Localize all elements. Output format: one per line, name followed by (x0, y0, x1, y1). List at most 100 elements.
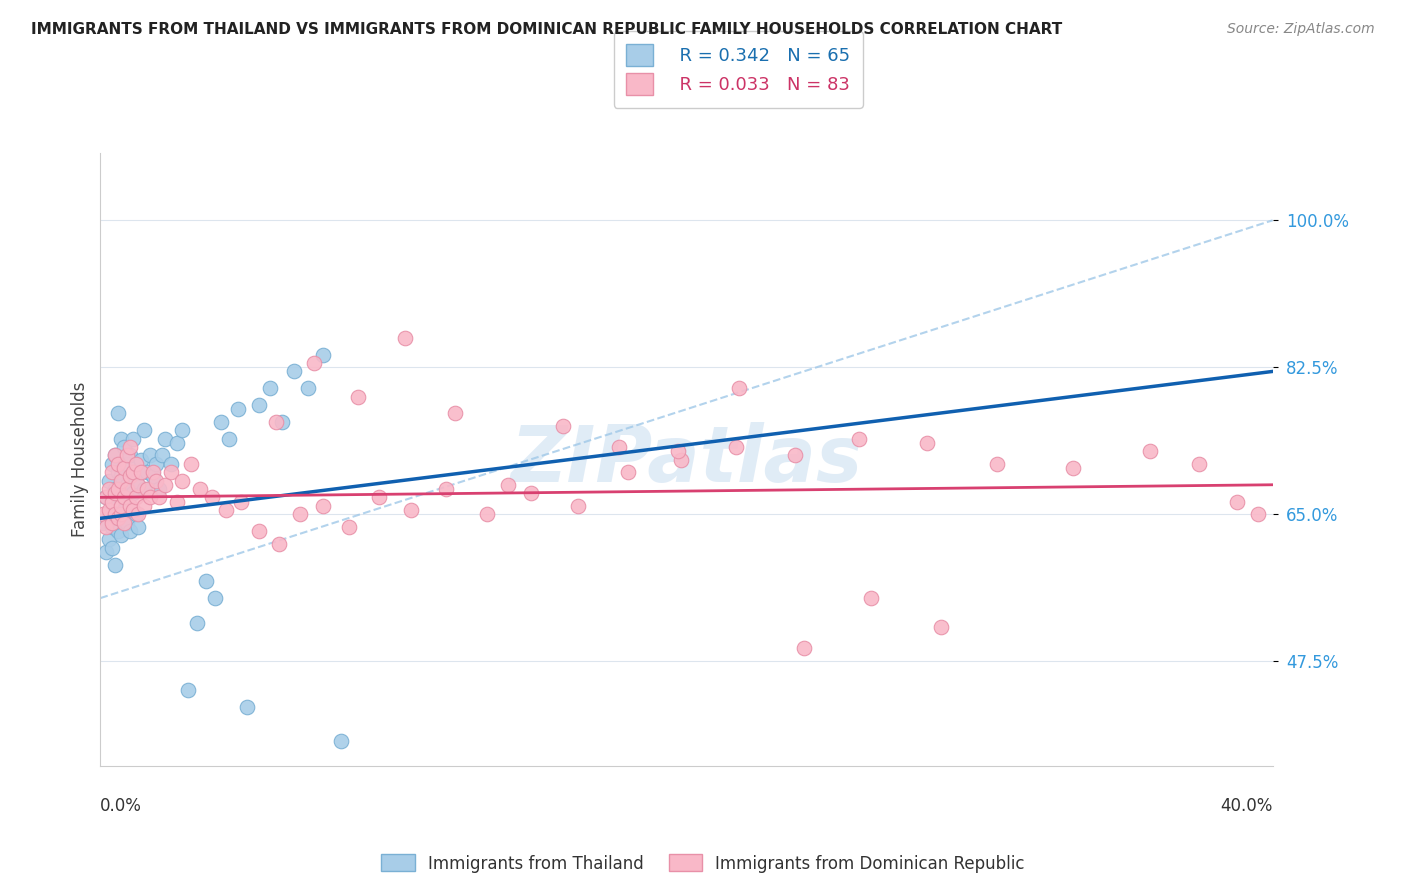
Point (725, 440, 748, 454)
Point (107, 482, 129, 496)
Point (329, 734, 352, 748)
Point (145, 457, 167, 471)
Point (104, 482, 127, 496)
Point (96, 520, 118, 534)
Point (247, 398, 270, 412)
Point (98, 474, 121, 488)
Point (312, 348, 335, 362)
Point (269, 536, 291, 550)
Point (112, 461, 135, 475)
Point (159, 465, 181, 479)
Point (134, 482, 156, 496)
Point (110, 499, 132, 513)
Point (347, 390, 370, 404)
Point (520, 486, 543, 500)
Point (110, 432, 132, 446)
Point (669, 452, 692, 467)
Point (131, 465, 153, 479)
Point (153, 477, 176, 491)
Point (131, 452, 153, 467)
Point (124, 474, 146, 488)
Point (104, 449, 127, 463)
Point (496, 477, 519, 491)
Point (1188, 457, 1211, 471)
Point (96, 491, 118, 505)
Point (121, 503, 143, 517)
Point (236, 700, 259, 714)
Point (136, 465, 159, 479)
Point (107, 406, 129, 420)
Point (204, 591, 226, 606)
Point (142, 465, 165, 479)
Point (124, 507, 146, 521)
Point (139, 449, 162, 463)
Point (986, 457, 1008, 471)
Point (98, 503, 121, 517)
Point (112, 503, 135, 517)
Point (617, 465, 640, 479)
Point (101, 541, 124, 555)
Point (134, 423, 156, 437)
Point (931, 620, 953, 634)
Point (104, 507, 127, 521)
Point (915, 435, 938, 450)
Point (194, 574, 217, 589)
Point (150, 449, 173, 463)
Point (110, 469, 132, 483)
Point (172, 423, 194, 437)
Point (118, 499, 141, 513)
Point (142, 469, 165, 483)
Text: 0.0%: 0.0% (100, 797, 142, 814)
Point (247, 524, 270, 538)
Legend: Immigrants from Thailand, Immigrants from Dominican Republic: Immigrants from Thailand, Immigrants fro… (374, 847, 1032, 880)
Point (1247, 507, 1270, 521)
Legend:   R = 0.342   N = 65,   R = 0.033   N = 83: R = 0.342 N = 65, R = 0.033 N = 83 (613, 31, 862, 108)
Point (553, 419, 575, 434)
Point (104, 449, 127, 463)
Point (118, 524, 141, 538)
Point (209, 415, 232, 429)
Point (107, 507, 129, 521)
Point (107, 457, 129, 471)
Point (148, 491, 170, 505)
Point (283, 364, 305, 378)
Point (115, 482, 138, 496)
Point (104, 516, 127, 530)
Text: IMMIGRANTS FROM THAILAND VS IMMIGRANTS FROM DOMINICAN REPUBLIC FAMILY HOUSEHOLDS: IMMIGRANTS FROM THAILAND VS IMMIGRANTS F… (31, 22, 1062, 37)
Point (201, 491, 224, 505)
Point (444, 406, 467, 420)
Point (159, 457, 181, 471)
Point (101, 457, 124, 471)
Point (477, 507, 499, 521)
Point (107, 511, 129, 525)
Point (434, 482, 457, 496)
Point (172, 474, 194, 488)
Point (259, 381, 281, 395)
Point (218, 432, 240, 446)
Point (860, 591, 883, 606)
Point (793, 641, 815, 656)
Point (127, 465, 149, 479)
Point (96, 491, 118, 505)
Point (101, 465, 124, 479)
Point (110, 507, 132, 521)
Point (728, 381, 751, 395)
Point (297, 381, 319, 395)
Point (127, 520, 149, 534)
Point (115, 477, 138, 491)
Point (118, 449, 141, 463)
Point (783, 449, 806, 463)
Point (115, 457, 138, 471)
Point (112, 491, 135, 505)
Point (115, 516, 138, 530)
Point (177, 683, 200, 698)
Point (112, 491, 135, 505)
Point (567, 499, 589, 513)
Point (121, 465, 143, 479)
Text: Source: ZipAtlas.com: Source: ZipAtlas.com (1227, 22, 1375, 37)
Point (148, 482, 170, 496)
Text: ZIPatlas: ZIPatlas (510, 422, 863, 498)
Point (115, 449, 138, 463)
Point (91, 516, 114, 530)
Point (264, 415, 287, 429)
